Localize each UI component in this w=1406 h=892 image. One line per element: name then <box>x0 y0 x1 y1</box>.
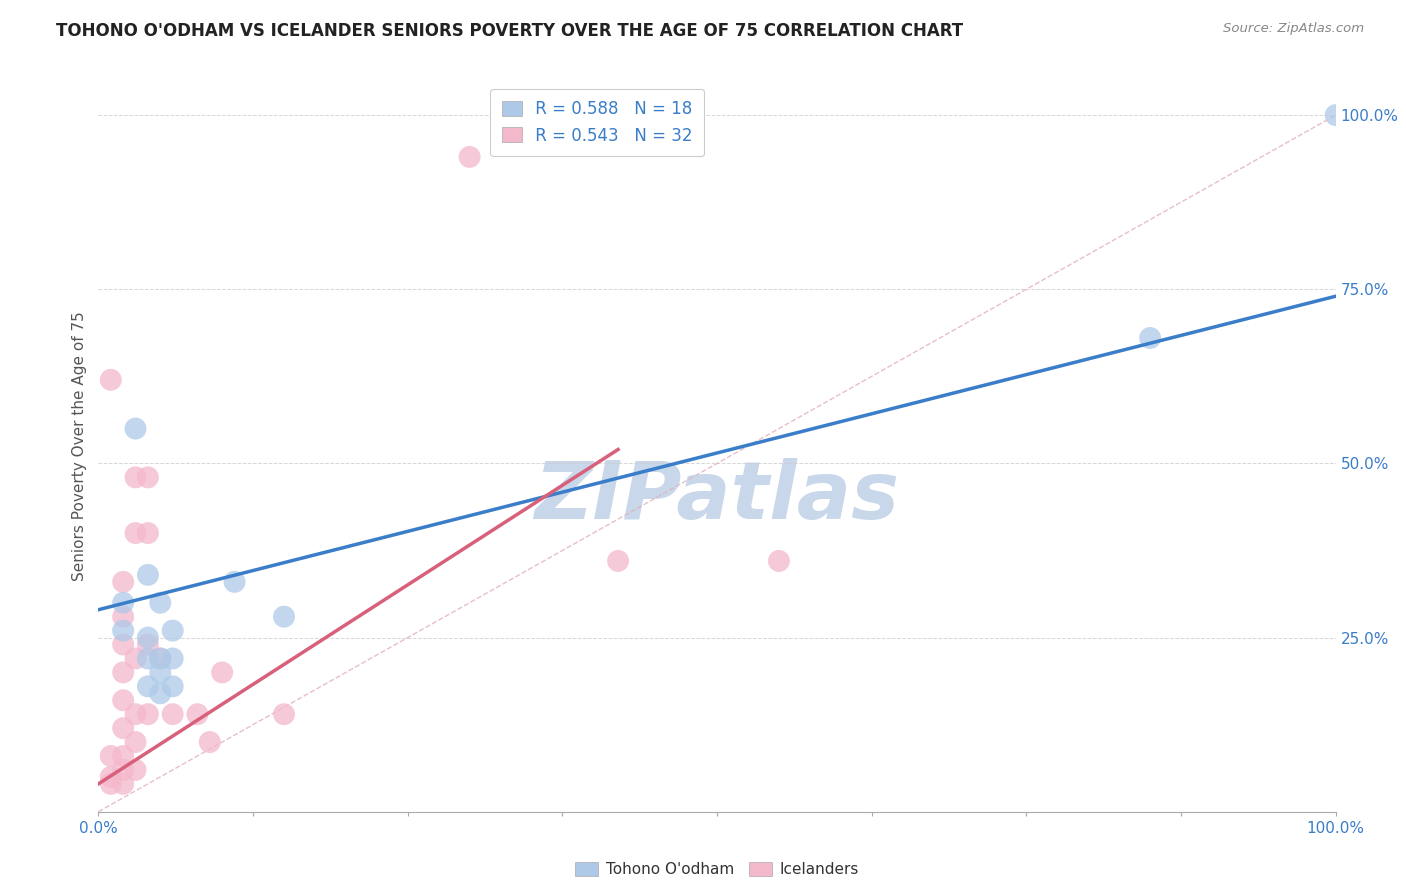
Point <box>136 707 159 722</box>
Point <box>1324 108 1347 122</box>
Point <box>112 609 135 624</box>
Point <box>186 707 208 722</box>
Point <box>211 665 233 680</box>
Point <box>149 651 172 665</box>
Point <box>100 777 122 791</box>
Point <box>607 554 630 568</box>
Point <box>100 373 122 387</box>
Point <box>198 735 221 749</box>
Legend: Tohono O'odham, Icelanders: Tohono O'odham, Icelanders <box>568 855 866 885</box>
Point <box>112 638 135 652</box>
Point <box>124 707 146 722</box>
Point <box>149 686 172 700</box>
Point <box>458 150 481 164</box>
Point <box>162 624 184 638</box>
Point <box>112 763 135 777</box>
Point <box>149 596 172 610</box>
Point <box>112 721 135 735</box>
Point <box>162 707 184 722</box>
Point <box>224 574 246 589</box>
Point <box>136 651 159 665</box>
Point <box>112 574 135 589</box>
Point <box>124 651 146 665</box>
Point <box>124 470 146 484</box>
Point <box>136 567 159 582</box>
Point <box>136 526 159 541</box>
Point <box>273 707 295 722</box>
Point <box>136 631 159 645</box>
Point <box>136 470 159 484</box>
Text: TOHONO O'ODHAM VS ICELANDER SENIORS POVERTY OVER THE AGE OF 75 CORRELATION CHART: TOHONO O'ODHAM VS ICELANDER SENIORS POVE… <box>56 22 963 40</box>
Text: Source: ZipAtlas.com: Source: ZipAtlas.com <box>1223 22 1364 36</box>
Point <box>162 679 184 693</box>
Point <box>136 679 159 693</box>
Point <box>768 554 790 568</box>
Point <box>112 749 135 764</box>
Point <box>100 770 122 784</box>
Point <box>112 624 135 638</box>
Point <box>273 609 295 624</box>
Y-axis label: Seniors Poverty Over the Age of 75: Seniors Poverty Over the Age of 75 <box>72 311 87 581</box>
Point <box>124 763 146 777</box>
Point <box>100 749 122 764</box>
Point <box>162 651 184 665</box>
Point <box>112 777 135 791</box>
Point <box>136 638 159 652</box>
Point <box>124 421 146 435</box>
Point <box>149 651 172 665</box>
Point <box>112 665 135 680</box>
Point <box>124 735 146 749</box>
Point <box>149 665 172 680</box>
Point <box>112 693 135 707</box>
Point <box>112 596 135 610</box>
Point <box>124 526 146 541</box>
Text: ZIPatlas: ZIPatlas <box>534 458 900 536</box>
Point <box>1139 331 1161 345</box>
